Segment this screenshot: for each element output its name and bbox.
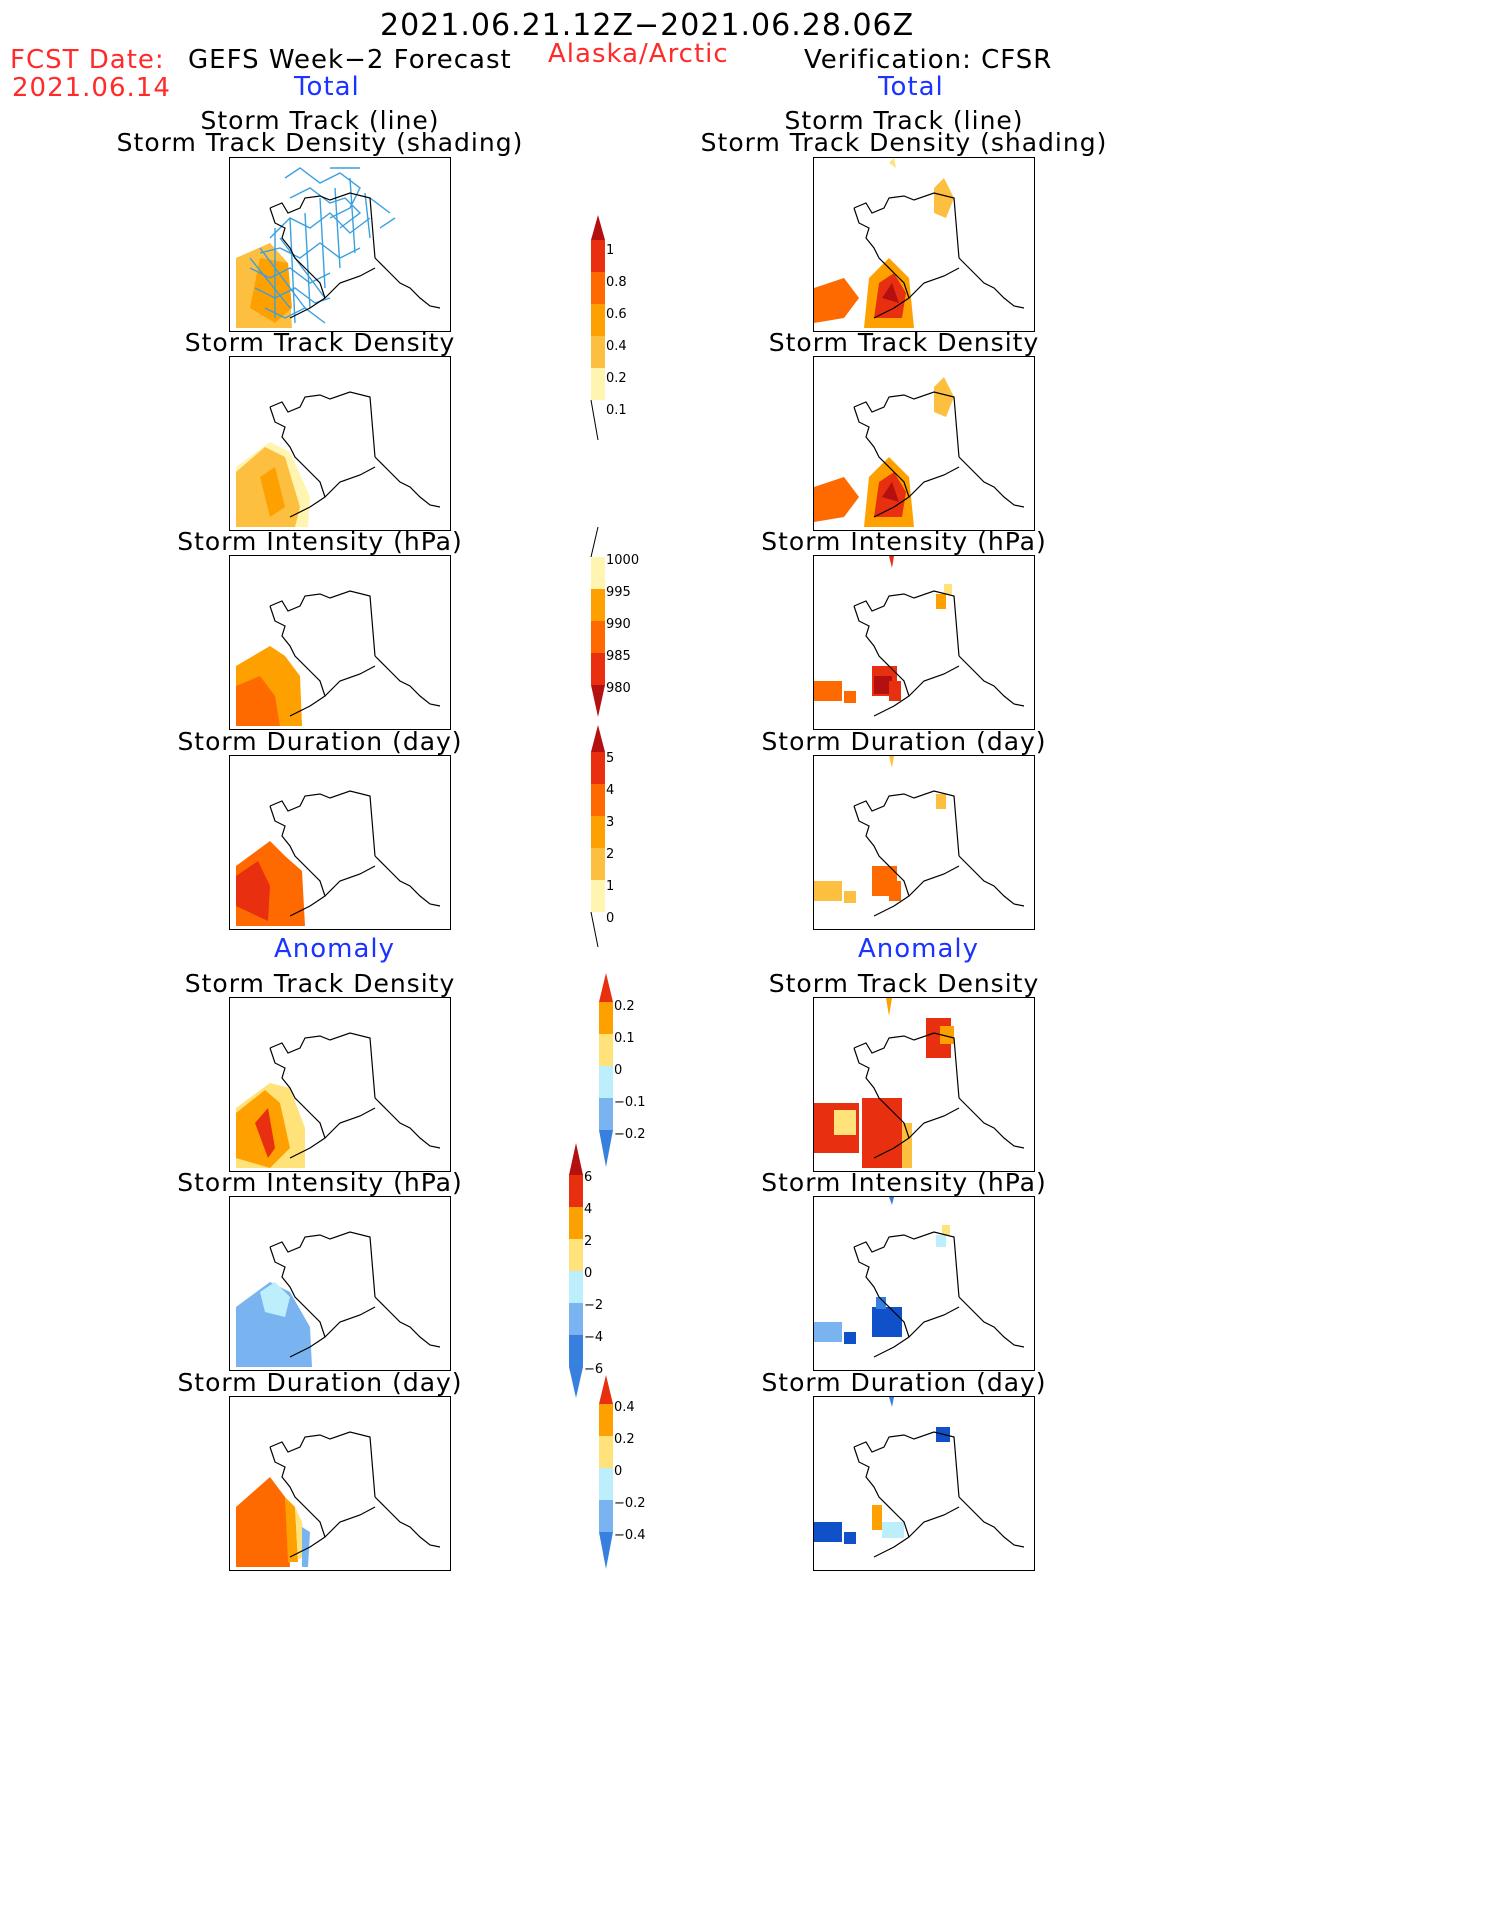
map-panel-fcst-anom-intensity: [229, 1196, 451, 1371]
right-anom-intensity-title: Storm Intensity (hPa): [761, 1168, 1047, 1197]
left-anom-duration-title: Storm Duration (day): [177, 1368, 463, 1397]
cb-density-total-tick: 0.2: [606, 371, 627, 386]
cb-duration-anom-tick: −0.2: [614, 1496, 646, 1511]
cb-duration-total-tick: 3: [606, 815, 614, 830]
cb-duration-total-tick: 0: [606, 911, 614, 926]
cb-duration-total-tick: 5: [606, 751, 614, 766]
cb-duration-anom-tick: 0: [614, 1464, 622, 1479]
map-panel-obs-anom-density: [813, 997, 1035, 1172]
date-range-title: 2021.06.21.12Z−2021.06.28.06Z: [380, 8, 915, 43]
left-column-title: GEFS Week−2 Forecast: [188, 45, 512, 75]
left-anom-density-title: Storm Track Density: [184, 969, 456, 998]
cb-density-anom-tick: −0.2: [614, 1127, 646, 1142]
colorbar-intensity-total: 1000 995 990 985 980: [590, 526, 639, 717]
cb-intensity-total-tick: 985: [606, 649, 631, 664]
cb-density-total-tick: 0.1: [606, 403, 627, 418]
cb-density-anom-tick: 0: [614, 1063, 622, 1078]
left-total-label: Total: [294, 72, 360, 102]
cb-density-anom-tick: 0.1: [614, 1031, 635, 1046]
cb-duration-total-tick: 2: [606, 847, 614, 862]
cb-intensity-total-tick: 1000: [606, 553, 639, 568]
cb-intensity-total-tick: 990: [606, 617, 631, 632]
cb-duration-anom-tick: 0.4: [614, 1400, 635, 1415]
map-panel-obs-density: [813, 356, 1035, 531]
cb-density-total-tick: 0.6: [606, 307, 627, 322]
cb-duration-anom-tick: 0.2: [614, 1432, 635, 1447]
region-title: Alaska/Arctic: [548, 39, 729, 69]
right-intensity-title: Storm Intensity (hPa): [761, 527, 1047, 556]
cb-intensity-anom-tick: 2: [584, 1234, 592, 1249]
left-track-line-title: Storm Track (line): [200, 106, 440, 135]
right-column-title: Verification: CFSR: [804, 45, 1053, 75]
right-duration-title: Storm Duration (day): [761, 727, 1047, 756]
left-track-shading-title: Storm Track Density (shading): [116, 128, 524, 157]
left-anomaly-label: Anomaly: [274, 934, 396, 964]
map-panel-obs-intensity: [813, 555, 1035, 730]
cb-intensity-anom-tick: 4: [584, 1202, 592, 1217]
cb-duration-anom-tick: −0.4: [614, 1528, 646, 1543]
map-panel-obs-track: [813, 157, 1035, 332]
cb-intensity-total-tick: 980: [606, 681, 631, 696]
cb-intensity-total-tick: 995: [606, 585, 631, 600]
map-panel-fcst-density: [229, 356, 451, 531]
fcst-date-label: FCST Date:: [10, 45, 165, 75]
right-total-label: Total: [878, 72, 944, 102]
cb-intensity-anom-tick: −6: [584, 1362, 603, 1377]
map-panel-fcst-track: [229, 157, 451, 332]
map-panel-fcst-intensity: [229, 555, 451, 730]
map-panel-fcst-anom-density: [229, 997, 451, 1172]
cb-density-anom-tick: −0.1: [614, 1095, 646, 1110]
left-duration-title: Storm Duration (day): [177, 727, 463, 756]
colorbar-density-anomaly: 0.2 0.1 0 −0.1 −0.2: [599, 973, 646, 1167]
colorbar-density-total: 1 0.8 0.6 0.4 0.2 0.1: [590, 215, 627, 441]
map-panel-fcst-anom-duration: [229, 1396, 451, 1571]
cb-duration-total-tick: 4: [606, 783, 614, 798]
fcst-date-value: 2021.06.14: [12, 73, 171, 103]
right-density-title: Storm Track Density: [768, 328, 1040, 357]
cb-density-total-tick: 1: [606, 243, 614, 258]
map-panel-obs-duration: [813, 755, 1035, 930]
cb-duration-total-tick: 1: [606, 879, 614, 894]
cb-density-total-tick: 0.4: [606, 339, 627, 354]
right-anomaly-label: Anomaly: [858, 934, 980, 964]
map-panel-obs-anom-intensity: [813, 1196, 1035, 1371]
cb-intensity-anom-tick: 0: [584, 1266, 592, 1281]
map-panel-fcst-duration: [229, 755, 451, 930]
cb-intensity-anom-tick: −2: [584, 1298, 603, 1313]
right-track-line-title: Storm Track (line): [784, 106, 1024, 135]
cb-intensity-anom-tick: 6: [584, 1170, 592, 1185]
cb-density-total-tick: 0.8: [606, 275, 627, 290]
cb-density-anom-tick: 0.2: [614, 999, 635, 1014]
right-anom-duration-title: Storm Duration (day): [761, 1368, 1047, 1397]
right-anom-density-title: Storm Track Density: [768, 969, 1040, 998]
colorbar-duration-anomaly: 0.4 0.2 0 −0.2 −0.4: [599, 1375, 646, 1569]
colorbar-intensity-anomaly: 6 4 2 0 −2 −4 −6: [569, 1143, 603, 1398]
cb-intensity-anom-tick: −4: [584, 1330, 603, 1345]
left-density-title: Storm Track Density: [184, 328, 456, 357]
right-track-shading-title: Storm Track Density (shading): [700, 128, 1108, 157]
colorbar-duration-total: 5 4 3 2 1 0: [590, 725, 614, 948]
left-anom-intensity-title: Storm Intensity (hPa): [177, 1168, 463, 1197]
map-panel-obs-anom-duration: [813, 1396, 1035, 1571]
left-intensity-title: Storm Intensity (hPa): [177, 527, 463, 556]
